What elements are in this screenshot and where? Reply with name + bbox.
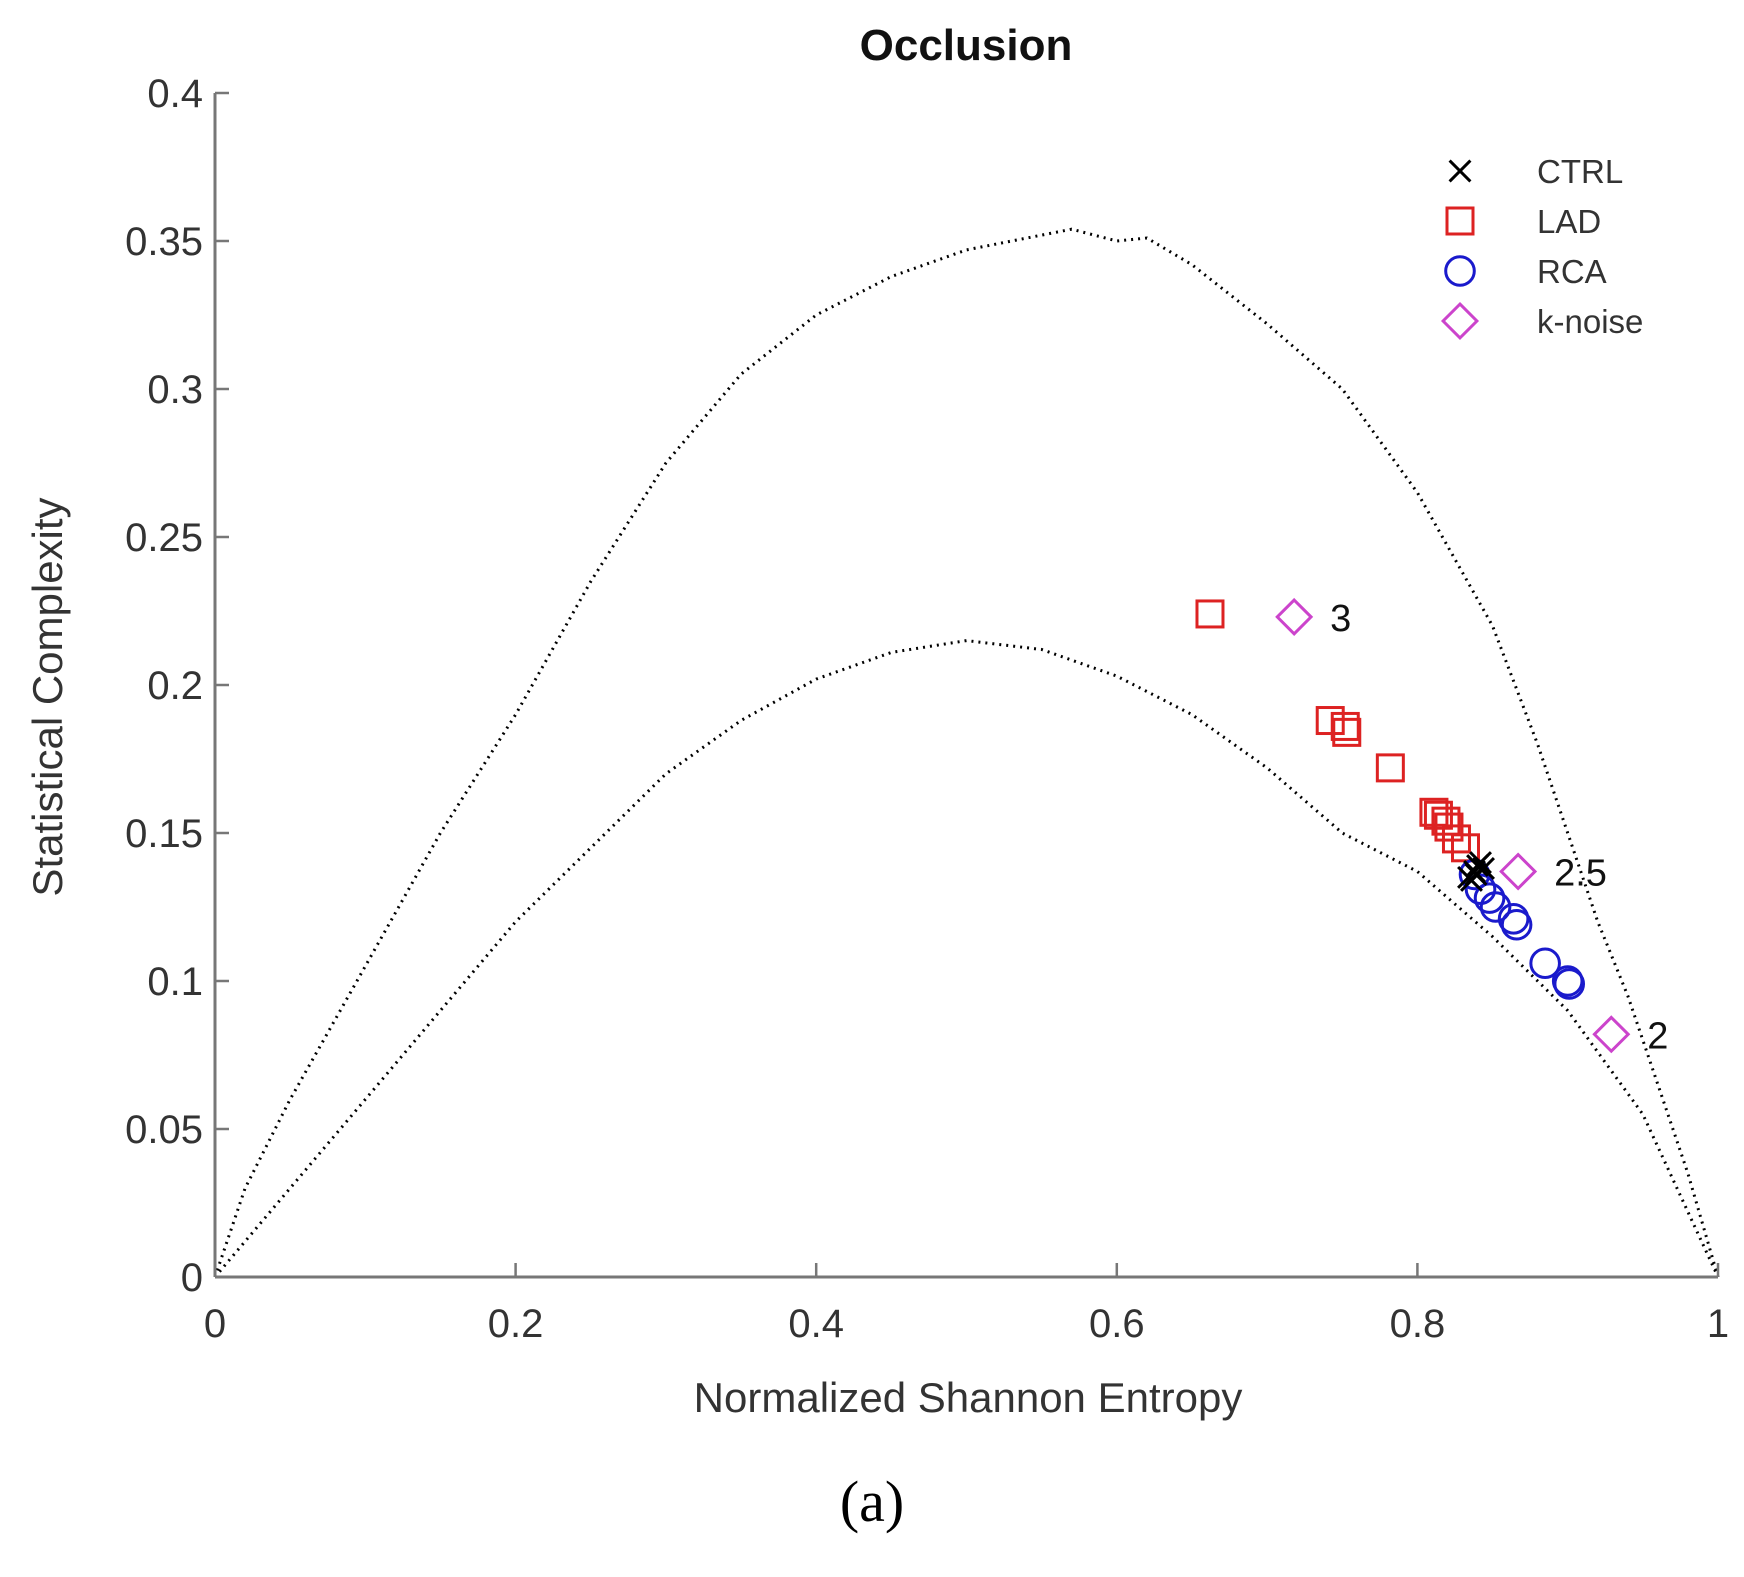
x-tick-label: 0.8: [1390, 1302, 1446, 1346]
k-noise-point: [1592, 1015, 1631, 1054]
upper-bound-curve: [213, 227, 1720, 1278]
rca-point: [1529, 947, 1561, 980]
legend-marker-k-noise: [1440, 301, 1480, 341]
complexity-bounds: [213, 227, 1720, 1278]
x-tick-label: 0.4: [788, 1302, 844, 1346]
y-tick-label: 0.4: [147, 72, 203, 116]
lad-point: [1375, 753, 1405, 783]
y-tick-label: 0.15: [125, 812, 203, 856]
legend-marker-lad: [1445, 206, 1475, 236]
y-tick-label: 0.25: [125, 516, 203, 560]
data-points: [1195, 597, 1631, 1054]
y-tick-label: 0.05: [125, 1108, 203, 1152]
y-tick-label: 0.2: [147, 664, 203, 708]
legend-label-ctrl: CTRL: [1537, 153, 1623, 190]
k-noise-annotation: 3: [1330, 598, 1351, 640]
axes: 0 0.2 0.4 0.6 0.8 1 0 0.05 0.1 0.15 0.2 0.25 0.3 0.35…: [125, 72, 1729, 1346]
y-tick-label: 0.3: [147, 368, 203, 412]
lad-point: [1332, 717, 1362, 747]
annotations: 32.52: [1330, 598, 1668, 1057]
k-noise-annotation: 2: [1647, 1015, 1668, 1057]
rca-point: [1479, 891, 1512, 923]
rca-point: [1500, 908, 1533, 941]
ctrl-point: [1464, 862, 1488, 886]
y-axis-label: Statistical Complexity: [24, 497, 71, 896]
chart: Occlusion 0 0.2 0.4 0.6 0.8 100.050.10.150.20…: [24, 21, 1729, 1421]
ctrl-point: [1469, 851, 1492, 875]
k-noise-annotation: 2.5: [1554, 852, 1607, 894]
legend-label-k-noise: k-noise: [1537, 303, 1643, 340]
lad-point: [1330, 711, 1360, 741]
rca-point: [1553, 968, 1586, 1000]
legend-marker-rca: [1444, 255, 1476, 287]
k-noise-point: [1499, 852, 1538, 891]
y-tick-label: 0.1: [147, 960, 203, 1004]
chart-title: Occlusion: [860, 21, 1073, 70]
y-tick-label: 0.35: [125, 220, 203, 264]
x-tick-label: 0: [204, 1302, 226, 1346]
lad-point: [1195, 599, 1225, 629]
x-tick-label: 0.2: [488, 1302, 544, 1346]
rca-point: [1497, 903, 1530, 935]
legend-label-lad: LAD: [1537, 203, 1601, 240]
legend-label-rca: RCA: [1537, 253, 1607, 290]
x-axis-label: Normalized Shannon Entropy: [694, 1374, 1243, 1421]
lad-point: [1431, 806, 1461, 836]
legend-marker-ctrl: [1448, 159, 1472, 183]
x-tick-label: 0.6: [1089, 1302, 1145, 1346]
rca-point: [1473, 882, 1506, 914]
figure-caption: (a): [839, 1469, 905, 1534]
x-tick-label: 1: [1707, 1302, 1729, 1346]
lad-point: [1441, 824, 1471, 854]
k-noise-point: [1275, 597, 1314, 636]
legend: CTRL LAD RCA k-noise: [1440, 153, 1643, 341]
y-tick-label: 0: [181, 1256, 203, 1300]
lower-bound-curve: [213, 639, 1720, 1278]
